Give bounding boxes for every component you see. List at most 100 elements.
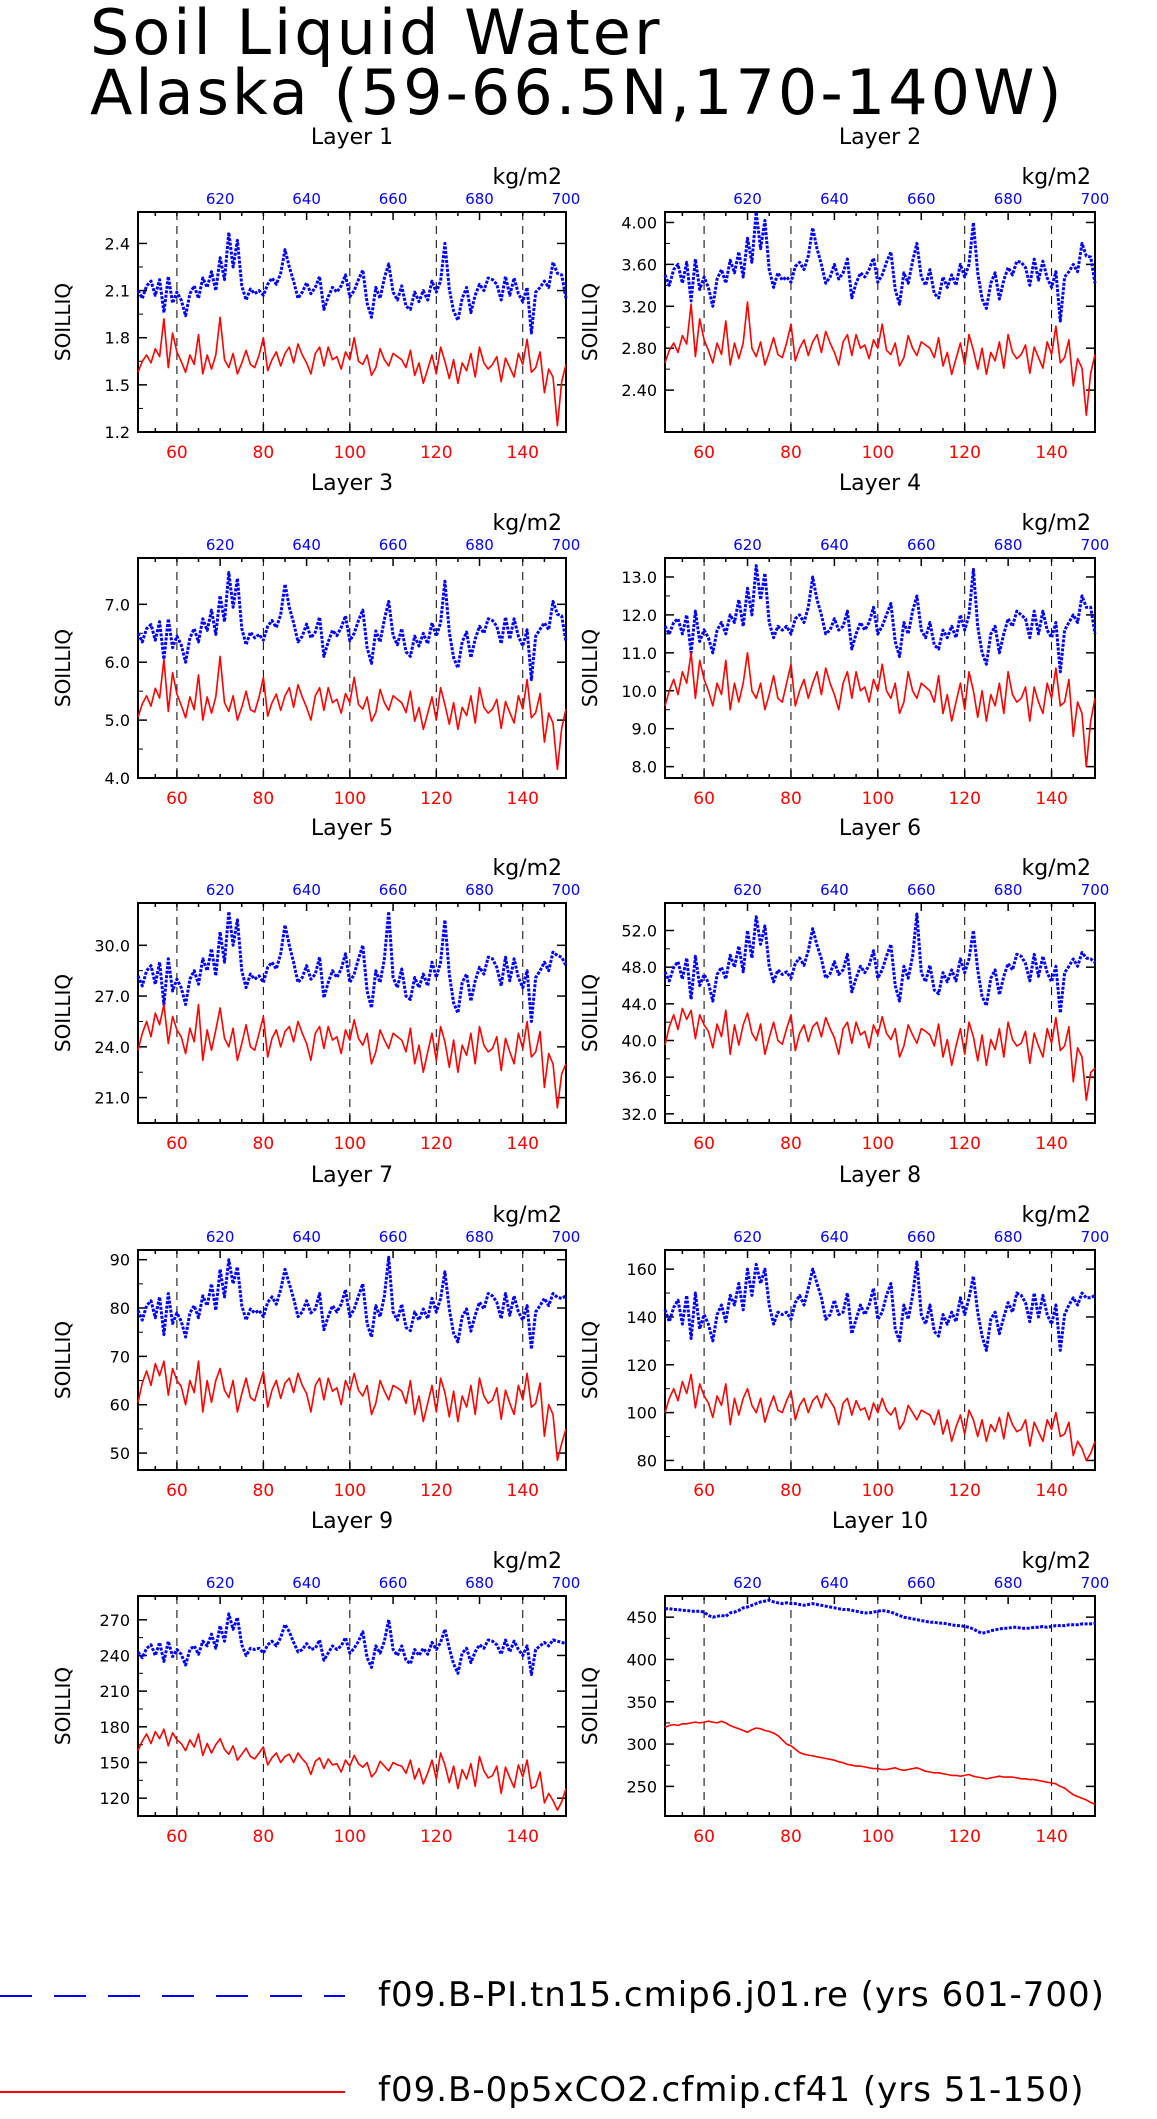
panel-title: Layer 4	[839, 471, 921, 496]
y-tick-label: 4.00	[621, 213, 657, 232]
y-axis-label: SOILLIQ	[51, 974, 75, 1052]
y-tick-label: 2.4	[105, 234, 130, 253]
bottom-tick-label: 80	[253, 789, 275, 809]
top-tick-label: 700	[552, 881, 581, 899]
plot-frame	[137, 1249, 567, 1471]
plot-frame	[664, 902, 1096, 1124]
top-axis-label: kg/m2	[492, 1549, 562, 1574]
series-line-blue	[663, 210, 1097, 323]
y-axis-label: SOILLIQ	[578, 629, 602, 707]
bottom-tick-label: 140	[507, 1134, 539, 1154]
plot-frame	[137, 557, 567, 779]
y-tick-label: 1.5	[105, 376, 130, 395]
top-tick-label: 640	[820, 190, 849, 208]
y-tick-label: 240	[99, 1646, 130, 1665]
top-tick-label: 640	[292, 190, 321, 208]
top-axis-label: kg/m2	[1021, 1549, 1091, 1574]
y-tick-label: 180	[99, 1718, 130, 1737]
top-tick-label: 640	[292, 881, 321, 899]
panel-title: Layer 5	[311, 816, 393, 841]
plot-frame	[664, 557, 1096, 779]
legend-line-blue	[0, 1995, 345, 1997]
bottom-tick-label: 140	[1035, 789, 1067, 809]
bottom-tick-label: 100	[862, 789, 894, 809]
top-axis-label: kg/m2	[1021, 165, 1091, 190]
top-tick-label: 660	[907, 536, 936, 554]
y-tick-label: 1.8	[105, 329, 130, 348]
top-tick-label: 660	[379, 1574, 408, 1592]
y-axis-label: SOILLIQ	[578, 1667, 602, 1745]
legend-label-red: f09.B-0p5xCO2.cfmip.cf41 (yrs 51-150)	[378, 2070, 1085, 2110]
panel-title: Layer 1	[311, 125, 393, 150]
y-tick-label: 100	[626, 1404, 657, 1423]
y-tick-label: 50	[110, 1444, 130, 1463]
panel-1: Layer 1 kg/m2 SOILLIQ 60 80 100 120 140 620 640 66…	[51, 125, 580, 463]
y-axis-label: SOILLIQ	[51, 1667, 75, 1745]
panel-9: Layer 9 kg/m2 SOILLIQ 60 80 100 120 140 620 640 66…	[51, 1509, 580, 1847]
bottom-tick-label: 140	[1035, 1827, 1067, 1847]
bottom-tick-label: 100	[334, 1827, 366, 1847]
top-axis-label: kg/m2	[492, 1203, 562, 1228]
y-tick-label: 5.0	[105, 711, 130, 730]
bottom-tick-label: 120	[948, 1134, 980, 1154]
y-tick-label: 450	[626, 1608, 657, 1627]
series-line-red	[664, 1720, 1096, 1805]
series-line-red	[137, 1728, 567, 1811]
top-tick-label: 700	[1081, 1228, 1110, 1246]
top-tick-label: 620	[733, 881, 762, 899]
bottom-tick-label: 60	[693, 1481, 715, 1501]
top-tick-label: 640	[292, 1574, 321, 1592]
series-line-blue	[136, 230, 568, 335]
top-tick-label: 700	[552, 190, 581, 208]
y-tick-label: 300	[626, 1735, 657, 1754]
bottom-tick-label: 100	[334, 443, 366, 463]
panel-title: Layer 6	[839, 816, 921, 841]
plot-frame	[137, 1595, 567, 1817]
y-tick-label: 10.0	[621, 682, 657, 701]
y-tick-label: 21.0	[94, 1089, 130, 1108]
y-tick-label: 60	[110, 1396, 130, 1415]
bottom-tick-label: 120	[420, 1827, 452, 1847]
top-tick-label: 640	[820, 881, 849, 899]
y-tick-label: 52.0	[621, 922, 657, 941]
y-tick-label: 120	[626, 1356, 657, 1375]
top-tick-label: 660	[379, 190, 408, 208]
charts-area: Layer 1 kg/m2 SOILLIQ 60 80 100 120 140 620 640 66…	[51, 125, 1110, 1847]
bottom-tick-label: 60	[166, 1134, 188, 1154]
bottom-tick-label: 140	[1035, 443, 1067, 463]
y-tick-label: 80	[110, 1299, 130, 1318]
bottom-tick-label: 140	[507, 1827, 539, 1847]
panel-4: Layer 4 kg/m2 SOILLIQ 60 80 100 120 140 620 640 66…	[578, 471, 1109, 809]
top-tick-label: 620	[206, 190, 235, 208]
top-axis-label: kg/m2	[492, 511, 562, 536]
bottom-tick-label: 80	[780, 1481, 802, 1501]
legend-label-blue: f09.B-PI.tn15.cmip6.j01.re (yrs 601-700)	[378, 1975, 1105, 2015]
bottom-tick-label: 120	[420, 789, 452, 809]
bottom-tick-label: 60	[693, 443, 715, 463]
y-tick-label: 120	[99, 1789, 130, 1808]
series-line-blue	[136, 1255, 567, 1351]
top-tick-label: 700	[552, 536, 581, 554]
series-line-blue	[663, 564, 1097, 674]
bottom-tick-label: 140	[507, 1481, 539, 1501]
bottom-tick-label: 80	[253, 1134, 275, 1154]
bottom-tick-label: 80	[780, 1827, 802, 1847]
panel-7: Layer 7 kg/m2 SOILLIQ 60 80 100 120 140 620 640 66…	[51, 1163, 580, 1501]
bottom-tick-label: 80	[780, 789, 802, 809]
top-tick-label: 620	[206, 536, 235, 554]
top-tick-label: 640	[820, 1574, 849, 1592]
top-tick-label: 660	[379, 536, 408, 554]
top-tick-label: 620	[206, 881, 235, 899]
top-tick-label: 620	[206, 1574, 235, 1592]
top-tick-label: 640	[820, 1228, 849, 1246]
top-tick-label: 620	[733, 1228, 762, 1246]
series-line-red	[664, 1373, 1096, 1462]
top-tick-label: 660	[907, 1574, 936, 1592]
top-tick-label: 680	[994, 881, 1023, 899]
y-tick-label: 2.1	[105, 282, 130, 301]
y-tick-label: 2.80	[621, 339, 657, 358]
top-axis-label: kg/m2	[492, 165, 562, 190]
series-line-blue	[665, 1598, 1096, 1635]
series-line-red	[137, 655, 567, 771]
bottom-tick-label: 100	[862, 1827, 894, 1847]
